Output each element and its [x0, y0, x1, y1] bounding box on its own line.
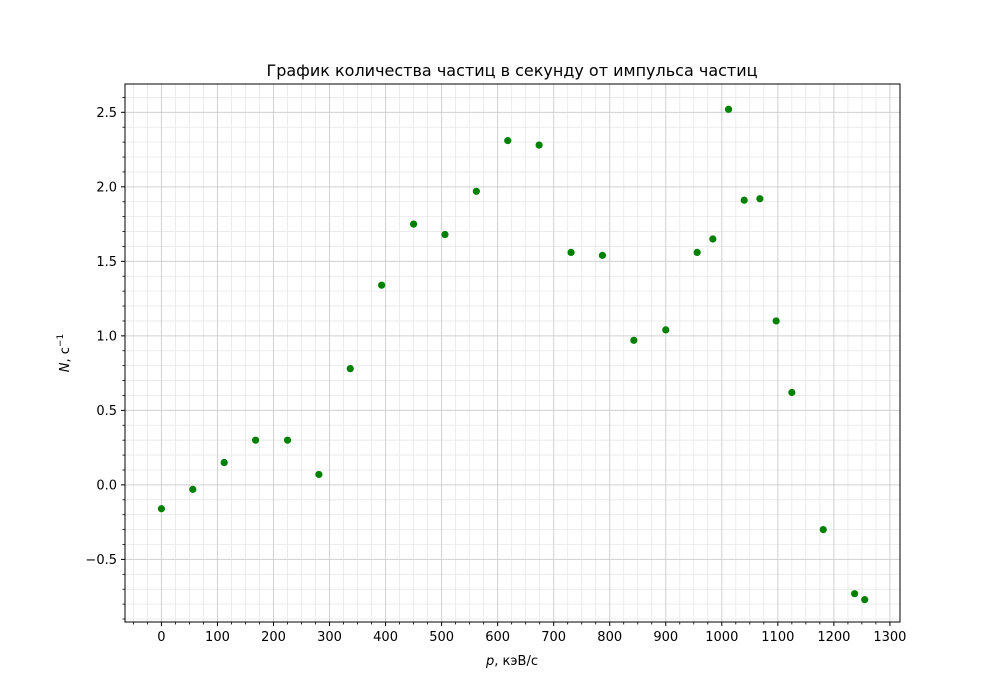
data-point [535, 141, 543, 149]
data-point [157, 505, 166, 513]
data-point [851, 590, 859, 598]
x-tick-label: 1000 [705, 630, 738, 645]
data-point [756, 195, 764, 203]
plot-frame [124, 83, 901, 623]
data-point [598, 251, 607, 259]
data-point [772, 317, 780, 325]
data-point [693, 248, 701, 257]
y-tick-label: −0.5 [85, 553, 117, 568]
x-tick-label: 400 [373, 630, 398, 645]
x-tick-label: 700 [541, 630, 566, 645]
x-tick-label: 800 [597, 630, 622, 645]
y-axis-label: N, с−1 [56, 334, 73, 372]
x-tick-label: 600 [485, 630, 510, 645]
data-point [662, 326, 670, 334]
x-tick-label: 0 [157, 630, 165, 645]
x-tick-label: 1200 [817, 630, 850, 645]
data-point [709, 235, 717, 243]
data-points [157, 105, 869, 604]
data-point [315, 470, 323, 479]
data-point [378, 281, 386, 289]
data-point [189, 485, 197, 493]
axis-ticks: 0 100 200 300 400 500 600 700 800 900 1000 1100 1200… [85, 97, 906, 645]
data-point [788, 388, 796, 397]
chart-title: График количества частиц в секунду от им… [266, 61, 757, 80]
data-point [724, 105, 733, 113]
data-point [861, 596, 869, 604]
data-point [346, 365, 354, 373]
data-point [740, 196, 748, 204]
x-tick-label: 200 [261, 630, 286, 645]
data-point [409, 220, 418, 228]
y-axis-unit: , с [58, 347, 73, 362]
y-tick-label: 0.5 [96, 404, 117, 419]
data-point [441, 230, 449, 239]
x-tick-label: 1100 [761, 630, 794, 645]
x-axis-label: p, кэВ/с [485, 654, 538, 669]
x-axis-unit: , кэВ/с [494, 654, 538, 669]
x-tick-label: 900 [653, 630, 678, 645]
data-point [819, 526, 827, 534]
y-axis-exponent: −1 [56, 334, 66, 347]
data-point [567, 248, 575, 257]
x-tick-label: 100 [205, 630, 230, 645]
x-axis-variable: p [485, 654, 494, 669]
data-point [220, 458, 228, 467]
x-tick-label: 500 [429, 630, 454, 645]
x-tick-label: 1300 [873, 630, 906, 645]
x-tick-label: 300 [317, 630, 342, 645]
y-tick-label: 0.0 [96, 478, 117, 493]
y-tick-label: 1.5 [96, 255, 117, 270]
y-axis-variable: N [58, 362, 73, 372]
data-point [630, 336, 638, 344]
y-tick-label: 2.5 [96, 106, 117, 121]
data-point [283, 436, 292, 444]
data-point [504, 137, 512, 145]
data-point [251, 436, 260, 444]
grid [125, 84, 900, 622]
data-point [472, 187, 480, 195]
y-tick-label: 2.0 [96, 180, 117, 195]
y-tick-label: 1.0 [96, 329, 117, 344]
